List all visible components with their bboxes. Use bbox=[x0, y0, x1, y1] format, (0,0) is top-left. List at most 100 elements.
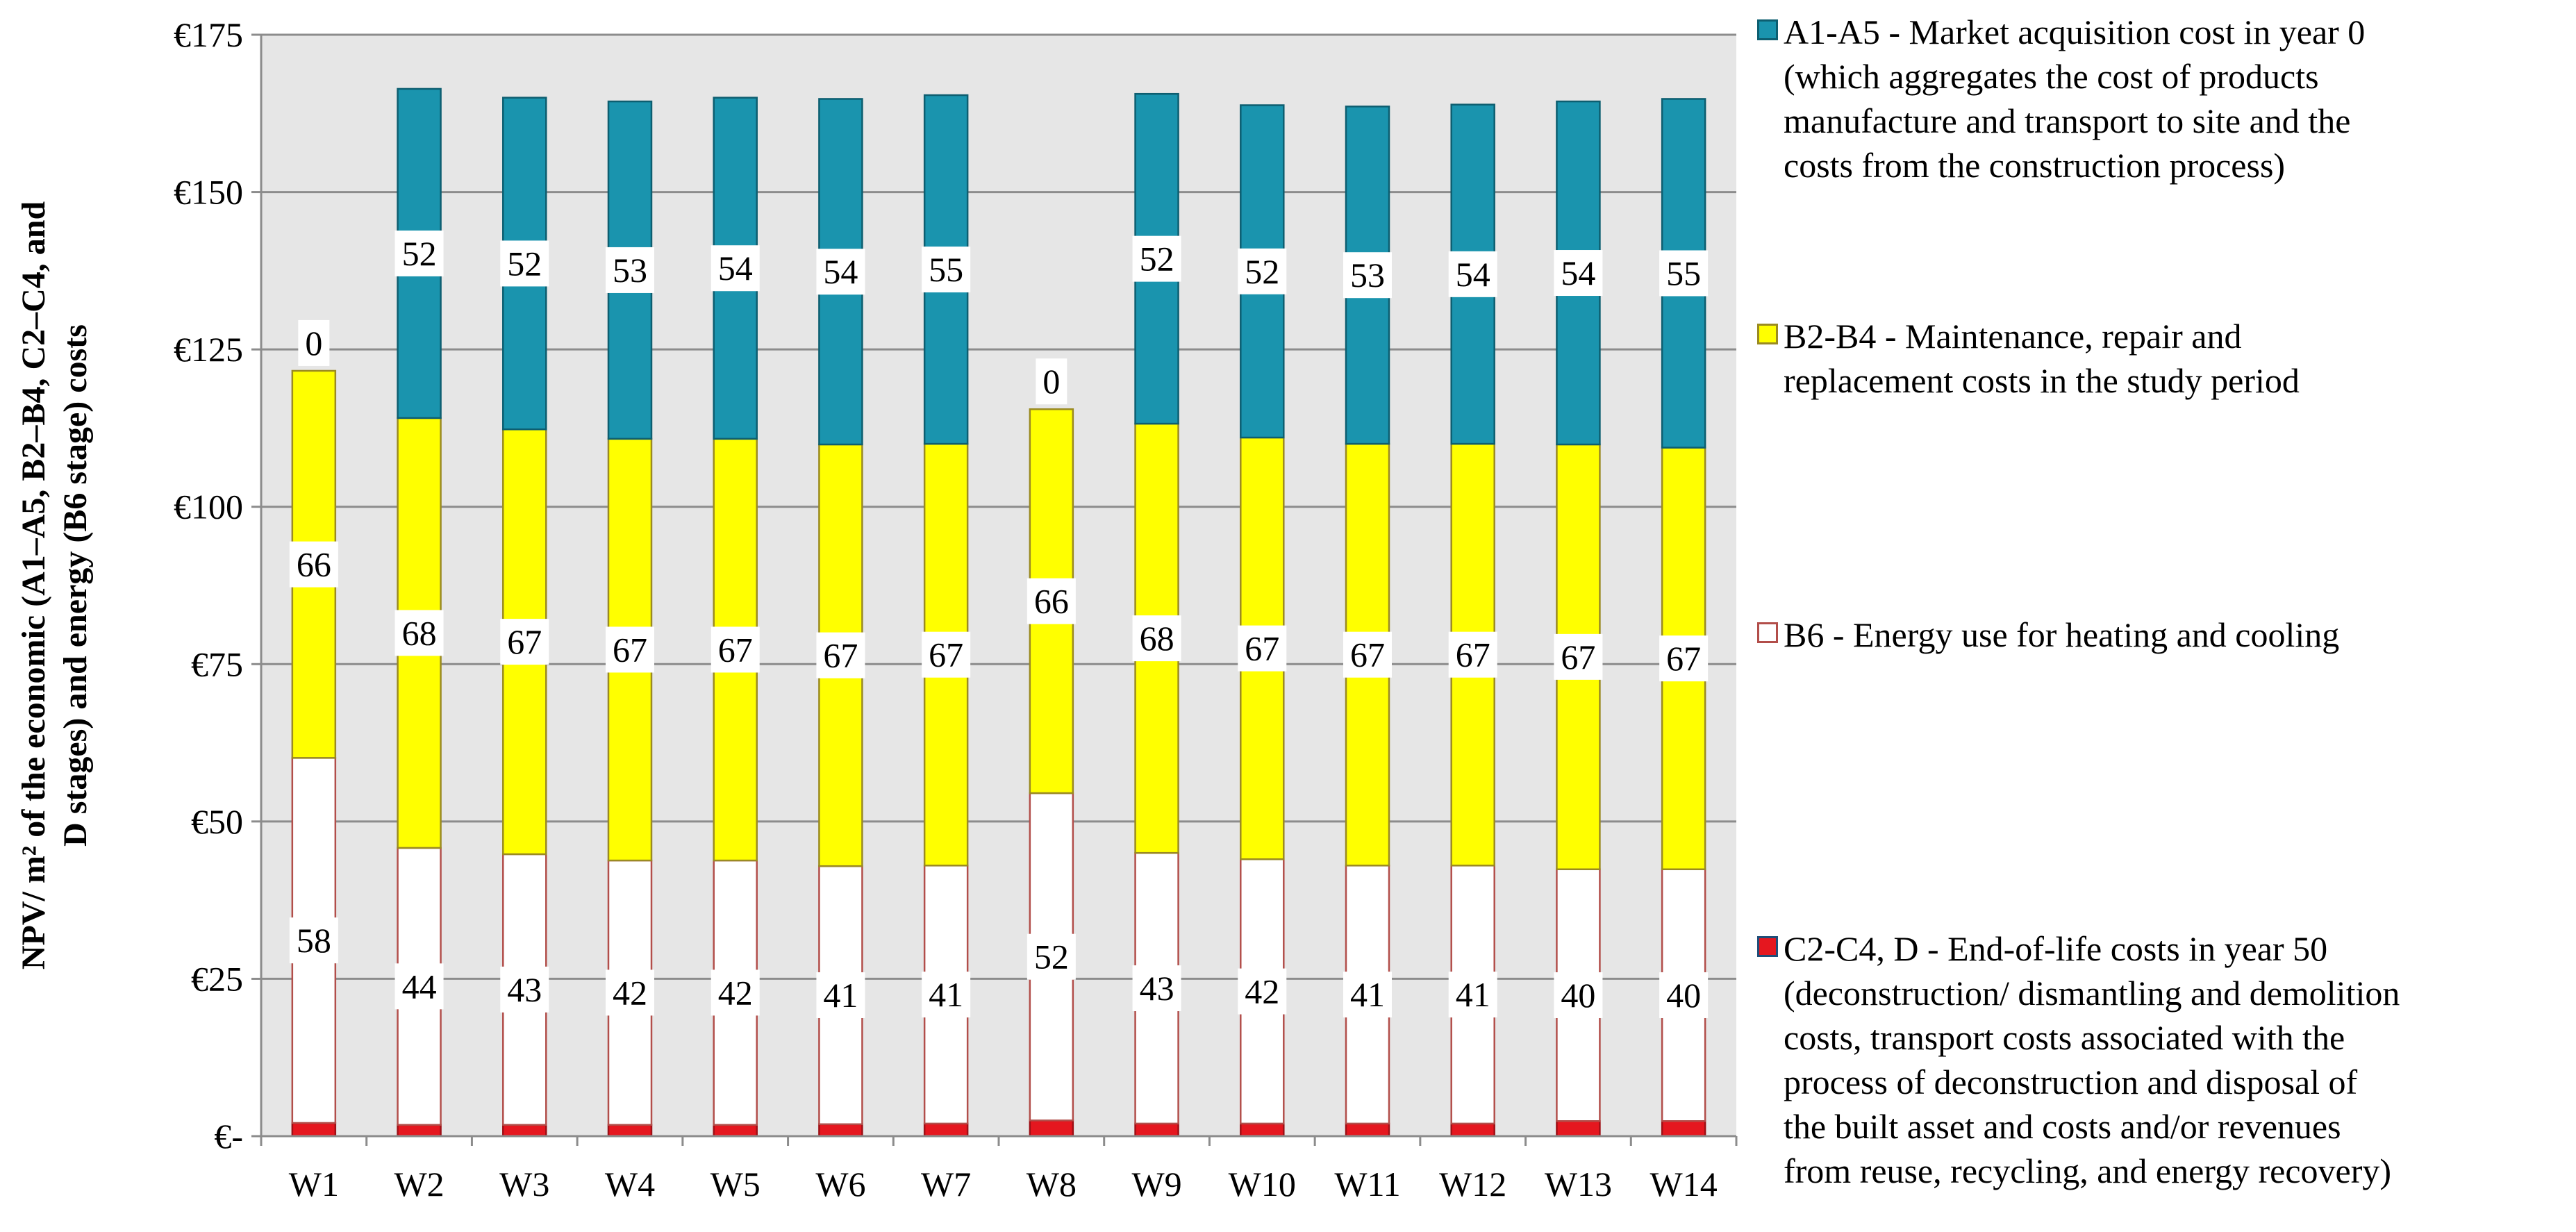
x-tick-label-W14: W14 bbox=[1650, 1165, 1718, 1204]
legend-item-a1-a5: A1-A5 - Market acquisition cost in year … bbox=[1757, 10, 2573, 188]
x-tick-label-W3: W3 bbox=[499, 1165, 549, 1204]
data-label-bg-s1-W13 bbox=[1554, 972, 1603, 1018]
legend-label-c2-c4-line-2: (deconstruction/ dismantling and demolit… bbox=[1784, 974, 2400, 1013]
legend-swatch-b6 bbox=[1757, 622, 1778, 643]
data-label-s3-W14: 55 bbox=[1666, 253, 1701, 292]
data-label-s3-W4: 53 bbox=[613, 251, 647, 290]
bar-segment-s0-W6 bbox=[818, 1123, 863, 1138]
y-tick-label-7: €175 bbox=[174, 15, 243, 54]
data-label-s3-W11: 53 bbox=[1350, 256, 1385, 294]
data-label-bg-s1-W14 bbox=[1659, 972, 1709, 1018]
axes bbox=[251, 33, 1738, 1146]
data-label-bg-s3-W3 bbox=[500, 240, 549, 287]
data-label-s2-W8: 66 bbox=[1034, 582, 1069, 621]
data-label-bg-s2-W1 bbox=[289, 541, 338, 588]
bar-segment-s0-W5 bbox=[713, 1124, 758, 1138]
data-label-bg-s3-W4 bbox=[606, 247, 654, 293]
y-tick-label-0: €- bbox=[214, 1117, 243, 1156]
bar-segment-s0-W11 bbox=[1345, 1122, 1390, 1138]
x-tick-label-W2: W2 bbox=[394, 1165, 444, 1204]
x-tick-label-W6: W6 bbox=[815, 1165, 865, 1204]
data-label-bg-s3-W13 bbox=[1554, 250, 1603, 297]
data-label-bg-s3-W8 bbox=[1036, 358, 1067, 405]
bar-segment-s0-W12 bbox=[1450, 1122, 1495, 1138]
data-label-s2-W9: 68 bbox=[1140, 619, 1174, 658]
legend-label-b2-b4-line-2: replacement costs in the study period bbox=[1784, 361, 2300, 400]
data-label-s3-W2: 52 bbox=[402, 234, 437, 273]
data-label-bg-s3-W11 bbox=[1343, 252, 1392, 299]
data-label-bg-s3-W5 bbox=[711, 245, 760, 292]
data-label-s2-W11: 67 bbox=[1350, 635, 1385, 674]
data-label-s2-W10: 67 bbox=[1245, 629, 1279, 668]
legend-item-c2-c4: C2-C4, D - End-of-life costs in year 50 … bbox=[1757, 926, 2573, 1193]
x-tick-label-W10: W10 bbox=[1229, 1165, 1296, 1204]
y-tick-label-1: €25 bbox=[191, 959, 243, 998]
legend-label-c2-c4-line-6: from reuse, recycling, and energy recove… bbox=[1784, 1151, 2392, 1190]
tick-labels: €- €25 €50 €75 €100 €125 €150 €175 W1 W2 W3 W4 W5 W6 W… bbox=[174, 15, 1718, 1204]
y-tick-label-6: €150 bbox=[174, 173, 243, 212]
data-label-s3-W10: 52 bbox=[1245, 252, 1279, 291]
x-tick-label-W8: W8 bbox=[1027, 1165, 1077, 1204]
legend-label-c2-c4-line-4: process of deconstruction and disposal o… bbox=[1784, 1063, 2358, 1101]
data-label-bg-s1-W1 bbox=[289, 917, 338, 964]
x-tick-label-W1: W1 bbox=[289, 1165, 339, 1204]
data-label-s1-W8: 52 bbox=[1034, 938, 1069, 976]
data-label-bg-s2-W11 bbox=[1343, 631, 1392, 678]
legend-item-b6: B6 - Energy use for heating and cooling bbox=[1757, 613, 2573, 657]
legend-label-a1-a5-line-3: manufacture and transport to site and th… bbox=[1784, 101, 2351, 140]
legend-label-c2-c4-line-1: C2-C4, D - End-of-life costs in year 50 bbox=[1784, 929, 2328, 968]
bar-segment-s0-W9 bbox=[1134, 1122, 1179, 1138]
x-tick-label-W4: W4 bbox=[605, 1165, 655, 1204]
data-label-bg-s2-W6 bbox=[816, 632, 865, 679]
data-label-bg-s1-W12 bbox=[1448, 972, 1497, 1018]
data-label-bg-s1-W11 bbox=[1343, 972, 1392, 1018]
data-label-bg-s1-W6 bbox=[816, 972, 865, 1018]
data-label-s3-W3: 52 bbox=[507, 244, 542, 283]
data-label-s1-W2: 44 bbox=[402, 967, 437, 1006]
data-label-s3-W6: 54 bbox=[823, 252, 858, 291]
data-label-bg-s2-W5 bbox=[711, 626, 760, 673]
data-label-s2-W1: 66 bbox=[297, 545, 331, 584]
x-tick-label-W11: W11 bbox=[1334, 1165, 1400, 1204]
data-label-s1-W9: 43 bbox=[1140, 969, 1174, 1008]
data-label-s1-W3: 43 bbox=[507, 970, 542, 1009]
y-axis-title-line-1: NPV/ m² of the economic (A1–A5, B2–B4, C… bbox=[15, 201, 52, 970]
data-label-s1-W13: 40 bbox=[1561, 976, 1595, 1015]
x-tick-label-W7: W7 bbox=[921, 1165, 971, 1204]
data-label-s2-W2: 68 bbox=[402, 613, 437, 652]
data-label-s1-W12: 41 bbox=[1456, 975, 1490, 1014]
data-label-bg-s1-W9 bbox=[1132, 965, 1181, 1012]
data-label-bg-s2-W7 bbox=[922, 631, 971, 678]
x-tick-label-W13: W13 bbox=[1545, 1165, 1612, 1204]
data-label-bg-s2-W13 bbox=[1554, 633, 1603, 680]
legend-swatch-b2-b4 bbox=[1757, 324, 1778, 344]
y-tick-label-3: €75 bbox=[191, 644, 243, 683]
legend-label-b2-b4-line-1: B2-B4 - Maintenance, repair and bbox=[1784, 317, 2242, 356]
data-label-bg-s3-W12 bbox=[1448, 251, 1497, 297]
data-label-bg-s3-W2 bbox=[394, 230, 444, 276]
bar-segment-s0-W10 bbox=[1240, 1122, 1285, 1138]
data-label-s1-W1: 58 bbox=[297, 921, 331, 960]
bar-segment-s0-W3 bbox=[502, 1124, 547, 1138]
data-label-bg-s2-W12 bbox=[1448, 631, 1497, 678]
data-label-bg-s1-W3 bbox=[500, 966, 549, 1013]
data-label-s2-W7: 67 bbox=[929, 635, 963, 674]
plot-area bbox=[261, 35, 1736, 1136]
legend-label-a1-a5-line-1: A1-A5 - Market acquisition cost in year … bbox=[1784, 13, 2366, 51]
legend-label-a1-a5-line-4: costs from the construction process) bbox=[1784, 146, 2286, 185]
data-label-bg-s3-W10 bbox=[1238, 248, 1287, 294]
data-label-s2-W4: 67 bbox=[613, 630, 647, 669]
y-tick-label-2: €50 bbox=[191, 802, 243, 841]
bar-segment-s0-W13 bbox=[1556, 1119, 1601, 1138]
data-label-bg-s3-W1 bbox=[298, 319, 330, 366]
data-label-s3-W1: 0 bbox=[305, 324, 322, 363]
data-label-bg-s1-W5 bbox=[711, 969, 760, 1016]
data-label-bg-s2-W3 bbox=[500, 619, 549, 665]
data-label-s3-W7: 55 bbox=[929, 250, 963, 289]
data-label-s1-W14: 40 bbox=[1666, 976, 1701, 1015]
data-label-bg-s2-W10 bbox=[1238, 625, 1287, 672]
data-label-s2-W13: 67 bbox=[1561, 638, 1595, 676]
data-label-bg-s3-W6 bbox=[816, 249, 865, 295]
data-label-s3-W12: 54 bbox=[1456, 255, 1490, 294]
